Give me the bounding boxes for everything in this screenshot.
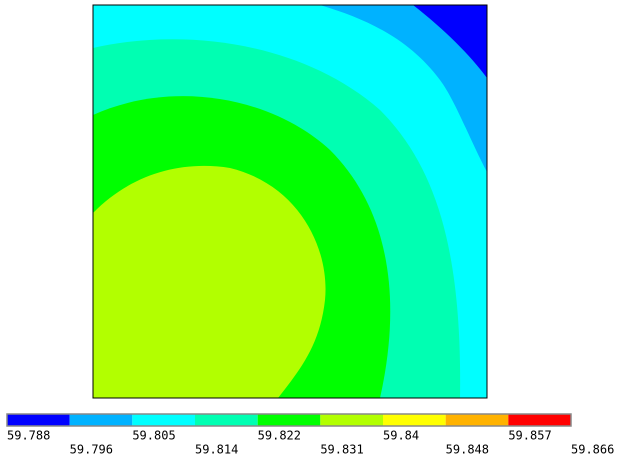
colorbar-segment — [445, 414, 509, 426]
colorbar-segment — [7, 414, 70, 426]
contour-band — [93, 165, 326, 398]
colorbar-label: 59.831 — [320, 443, 363, 457]
colorbar-segment — [508, 414, 571, 426]
colorbar-label: 59.857 — [508, 429, 551, 443]
colorbar-segment — [69, 414, 133, 426]
colorbar-label: 59.788 — [7, 429, 50, 443]
colorbar-segment — [195, 414, 258, 426]
colorbar-segment — [320, 414, 383, 426]
colorbar-label: 59.84 — [383, 429, 419, 443]
colorbar-label: 59.822 — [258, 429, 301, 443]
contour-band — [413, 5, 487, 78]
colorbar-segment — [132, 414, 195, 426]
colorbar-label: 59.805 — [132, 429, 175, 443]
colorbar-label: 59.848 — [446, 443, 489, 457]
contour-band — [320, 5, 487, 172]
colorbar-label: 59.796 — [70, 443, 113, 457]
colorbar-label: 59.814 — [195, 443, 238, 457]
colorbar-frame — [6, 413, 572, 427]
plot-frame — [92, 4, 488, 399]
colorbar-segment — [383, 414, 446, 426]
colorbar-segment — [257, 414, 321, 426]
colorbar-label: 59.866 — [571, 443, 614, 457]
